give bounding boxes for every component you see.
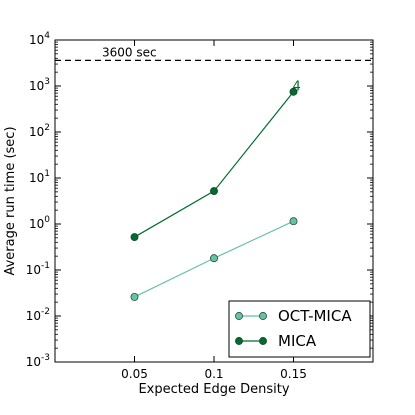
y-tick-exponent: 0	[44, 215, 50, 225]
data-point-oct-mica	[289, 217, 298, 226]
x-axis-ticks: 0.05 0.1 0.15	[121, 40, 307, 381]
x-tick-label: 0.05	[121, 367, 148, 381]
series-group	[130, 87, 298, 301]
legend-marker	[235, 312, 243, 320]
x-tick-label: 0.1	[204, 367, 223, 381]
y-tick-exponent: -3	[41, 353, 50, 363]
y-tick-exponent: 2	[44, 123, 50, 133]
reference-line-group: 3600 sec	[55, 45, 373, 62]
y-axis-label: Average run time (sec)	[3, 126, 18, 275]
y-tick-exponent: 4	[44, 31, 50, 41]
y-tick-base: 10	[29, 125, 44, 139]
legend-marker	[235, 337, 243, 345]
y-tick-base: 10	[26, 263, 41, 277]
annotation-label: 4	[293, 80, 301, 95]
y-tick-base: 10	[29, 79, 44, 93]
data-point-oct-mica	[130, 292, 139, 301]
legend-label: OCT-MICA	[278, 307, 352, 325]
y-tick-base: 10	[26, 355, 41, 369]
x-axis-label: Expected Edge Density	[138, 382, 289, 397]
y-tick-exponent: 1	[44, 169, 50, 179]
y-tick-label: 10-1	[26, 261, 50, 277]
y-tick-label: 10-3	[26, 353, 50, 369]
y-tick-base: 10	[29, 171, 44, 185]
y-tick-exponent: -2	[41, 307, 50, 317]
reference-line-label: 3600 sec	[102, 45, 157, 59]
y-tick-label: 10-2	[26, 307, 50, 323]
data-point-mica	[289, 87, 298, 96]
data-point-mica	[210, 187, 218, 196]
y-tick-label: 103	[29, 77, 50, 93]
y-tick-base: 10	[29, 217, 44, 231]
x-tick-label: 0.15	[280, 367, 307, 381]
y-tick-label: 102	[29, 123, 50, 139]
y-tick-base: 10	[29, 33, 44, 47]
annotation-group: 4	[293, 80, 301, 95]
legend-marker	[259, 337, 267, 345]
data-point-oct-mica	[210, 254, 218, 263]
y-tick-exponent: -1	[41, 261, 50, 271]
y-tick-label: 104	[29, 31, 50, 47]
legend-box	[228, 300, 371, 358]
y-tick-exponent: 3	[44, 77, 50, 87]
y-tick-label: 100	[29, 215, 50, 231]
y-tick-base: 10	[26, 309, 41, 323]
legend-marker	[259, 312, 267, 320]
data-point-mica	[130, 233, 139, 242]
legend-label: MICA	[278, 332, 317, 350]
y-tick-label: 101	[29, 169, 50, 185]
legend: OCT-MICA MICA	[228, 300, 371, 358]
